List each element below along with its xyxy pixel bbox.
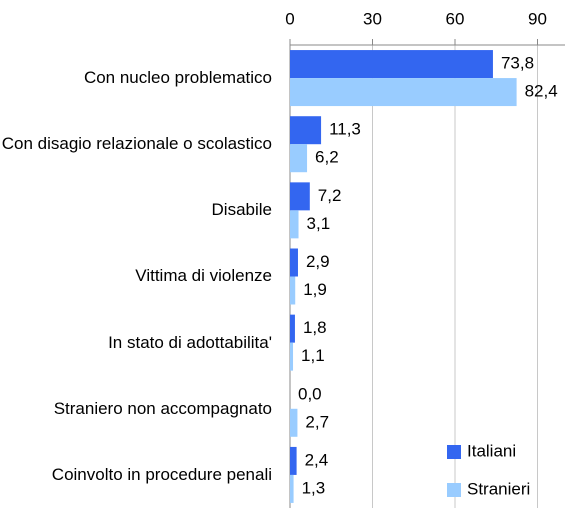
bar [290,50,493,79]
bar [290,116,322,145]
x-tick-label: 90 [528,9,547,28]
bar [290,78,517,107]
category-label: Con nucleo problematico [0,45,272,111]
legend-swatch [447,445,461,459]
value-label: 82,4 [525,82,558,101]
legend-label: Stranieri [467,479,530,498]
category-label: Vittima di violenze [0,243,272,309]
x-tick-label: 60 [446,9,465,28]
value-label: 2,7 [305,412,329,431]
x-tick-label: 30 [363,9,382,28]
category-text: Disabile [211,200,272,220]
category-text: Straniero non accompagnato [53,398,272,418]
value-label: 1,8 [303,318,327,337]
category-text: Con nucleo problematico [83,68,272,88]
value-label: 2,9 [306,252,330,271]
value-label: 3,1 [307,214,331,233]
category-label: Con disagio relazionale o scolastico [0,111,272,177]
bar [290,182,310,211]
bar [290,248,298,277]
value-label: 0,0 [298,384,322,403]
bar [290,342,294,371]
category-label: Disabile [0,177,272,243]
bar [290,474,294,503]
category-label: Straniero non accompagnato [0,376,272,442]
bar [290,144,308,173]
value-label: 1,9 [303,280,327,299]
value-label: 73,8 [501,54,534,73]
category-text: Coinvolto in procedure penali [51,464,272,484]
category-text: Vittima di violenze [135,266,272,286]
bar [290,446,297,475]
x-tick-label: 0 [285,9,294,28]
bar [290,314,295,343]
category-label: Coinvolto in procedure penali [0,442,272,508]
value-label: 1,3 [302,478,326,497]
category-text: In stato di adottabilita' [108,332,272,352]
value-label: 6,2 [315,148,339,167]
value-label: 2,4 [305,450,329,469]
legend-label: Italiani [467,441,516,460]
category-text: Con disagio relazionale o scolastico [1,134,272,154]
category-label: In stato di adottabilita' [0,310,272,376]
value-label: 7,2 [318,186,342,205]
bar [290,210,299,239]
value-label: 11,3 [329,120,361,139]
legend-swatch [447,483,461,497]
bar [290,408,298,437]
bar [290,276,296,305]
value-label: 1,1 [301,346,325,365]
